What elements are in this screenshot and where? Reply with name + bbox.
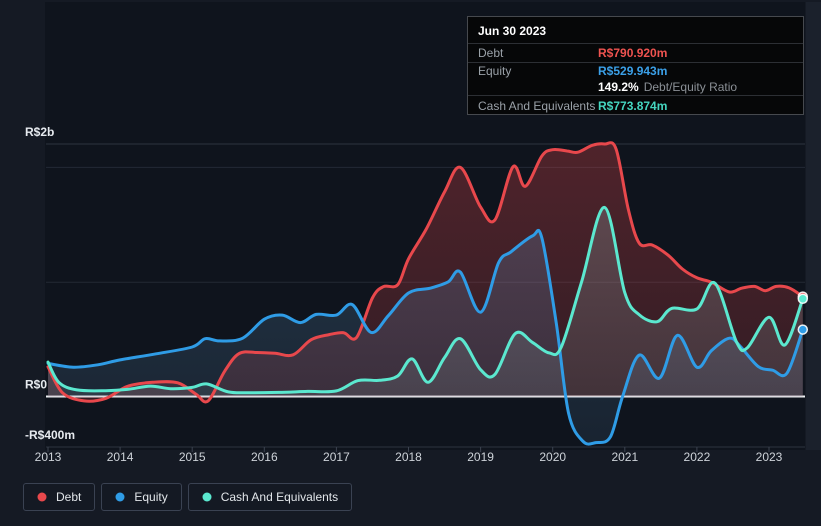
legend-equity-label: Equity — [134, 490, 168, 504]
tooltip-cash-value: R$773.874m — [598, 99, 668, 113]
cash-end-dot[interactable] — [797, 293, 809, 305]
legend-item-debt[interactable]: Debt — [23, 483, 96, 511]
tooltip-debt-value: R$790.920m — [598, 46, 668, 60]
y-axis-label: R$0 — [25, 378, 47, 392]
tooltip-debt-label: Debt — [478, 46, 504, 60]
equity-line — [46, 228, 805, 446]
x-axis-label: 2013 — [35, 450, 62, 464]
tooltip-equity-value: R$529.943m — [598, 64, 668, 78]
tooltip-ratio-value: 149.2% — [598, 80, 639, 94]
debt-line — [46, 141, 805, 404]
cash-area — [48, 207, 803, 397]
tooltip-equity-label: Equity — [478, 64, 512, 78]
x-axis-label: 2019 — [467, 450, 494, 464]
equity-end-dot[interactable] — [797, 324, 809, 335]
x-axis-label: 2017 — [323, 450, 350, 464]
tooltip-row-cash: Cash And Equivalents R$773.874m — [468, 95, 803, 116]
tooltip-row-equity: Equity R$529.943m — [468, 62, 803, 79]
equity-dot-icon — [115, 492, 125, 502]
cash-dot-icon — [202, 492, 212, 502]
x-axis-label: 2021 — [611, 450, 638, 464]
x-axis-label: 2023 — [756, 450, 783, 464]
legend-item-equity[interactable]: Equity — [101, 483, 182, 511]
debt-dot-icon — [37, 492, 47, 502]
chart-tooltip: Jun 30 2023 Debt R$790.920m Equity R$529… — [467, 16, 804, 115]
x-axis-label: 2014 — [107, 450, 134, 464]
tooltip-date: Jun 30 2023 — [478, 24, 547, 38]
right-gutter — [806, 2, 821, 450]
tooltip-row-ratio: 149.2% Debt/Equity Ratio — [468, 79, 803, 95]
x-axis-label: 2016 — [251, 450, 278, 464]
tooltip-ratio-label: Debt/Equity Ratio — [643, 80, 738, 94]
cash-line — [46, 205, 805, 395]
y-axis-label: -R$400m — [25, 428, 75, 442]
x-axis-label: 2022 — [684, 450, 711, 464]
tooltip-cash-label: Cash And Equivalents — [478, 99, 596, 113]
y-axis-label: R$2b — [25, 125, 54, 139]
equity-area — [48, 230, 803, 445]
legend-debt-label: Debt — [56, 490, 82, 504]
legend-item-cash[interactable]: Cash And Equivalents — [187, 483, 353, 511]
x-axis-label: 2020 — [539, 450, 566, 464]
x-axis-label: 2018 — [395, 450, 422, 464]
chart-legend: Debt Equity Cash And Equivalents — [23, 483, 353, 511]
x-axis-label: 2015 — [179, 450, 206, 464]
legend-cash-label: Cash And Equivalents — [220, 490, 339, 504]
tooltip-row-debt: Debt R$790.920m — [468, 43, 803, 62]
